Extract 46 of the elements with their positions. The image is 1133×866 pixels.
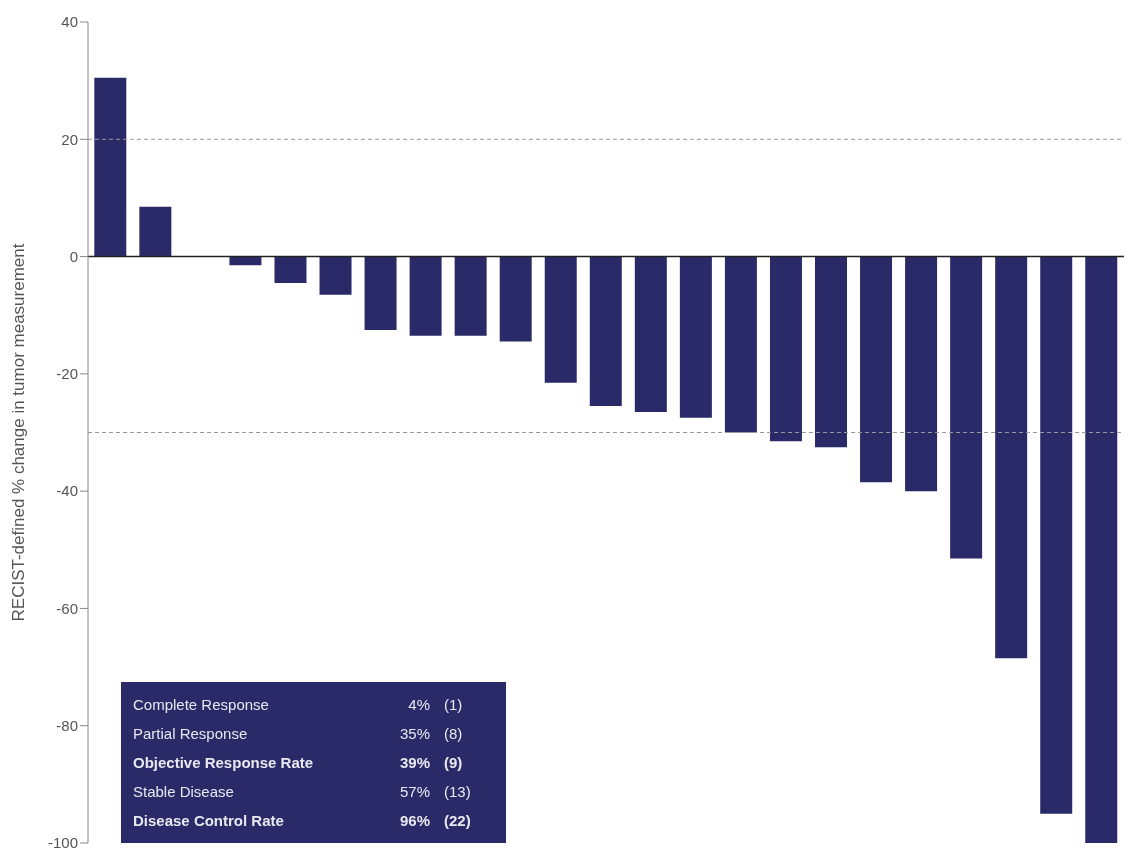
bar bbox=[364, 256, 397, 330]
bar bbox=[724, 256, 757, 433]
annotation: Objective Response Rate bbox=[133, 753, 315, 773]
annotation: Disease Control Rate bbox=[133, 811, 285, 831]
bar bbox=[544, 256, 577, 383]
annotation: 96% bbox=[398, 811, 430, 831]
bar bbox=[769, 256, 802, 442]
y-tick-label: 40 bbox=[61, 13, 78, 31]
annotation: (13) bbox=[443, 782, 472, 802]
annotation: (1) bbox=[443, 695, 464, 715]
bar bbox=[274, 256, 307, 283]
bar bbox=[634, 256, 667, 412]
bar bbox=[454, 256, 487, 336]
bar bbox=[815, 256, 847, 448]
y-tick-label: -80 bbox=[56, 717, 78, 735]
annotation: 4% bbox=[407, 695, 430, 715]
annotation: (8) bbox=[443, 724, 464, 744]
y-tick-label: -60 bbox=[56, 599, 78, 617]
annotation: Partial Response bbox=[133, 724, 249, 744]
bar bbox=[1085, 256, 1118, 843]
y-tick-label: 20 bbox=[61, 130, 78, 148]
bar bbox=[94, 77, 127, 257]
annotation: Complete Response bbox=[133, 695, 270, 715]
bar bbox=[860, 256, 893, 483]
bar bbox=[589, 256, 622, 407]
annotation: (22) bbox=[443, 811, 472, 831]
bar bbox=[499, 256, 532, 342]
bar bbox=[995, 256, 1028, 659]
bar bbox=[229, 256, 262, 266]
annotation: 35% bbox=[398, 724, 430, 744]
bar bbox=[139, 206, 172, 257]
annotation: Stable Disease bbox=[133, 782, 235, 802]
bar bbox=[1040, 256, 1073, 814]
annotation: 57% bbox=[398, 782, 430, 802]
bar bbox=[950, 256, 983, 559]
annotation: 39% bbox=[398, 753, 430, 773]
y-tick-label: -40 bbox=[56, 482, 78, 500]
annotation: (9) bbox=[443, 753, 464, 773]
y-tick-label: -20 bbox=[56, 365, 78, 383]
y-axis-title: RECIST-defined % change in tumor measurement bbox=[9, 243, 29, 622]
y-tick-label: 0 bbox=[69, 247, 78, 265]
y-tick-label: -100 bbox=[47, 834, 78, 852]
bar bbox=[319, 256, 352, 295]
bar bbox=[679, 256, 712, 418]
bar bbox=[905, 256, 938, 492]
bar bbox=[409, 256, 442, 336]
